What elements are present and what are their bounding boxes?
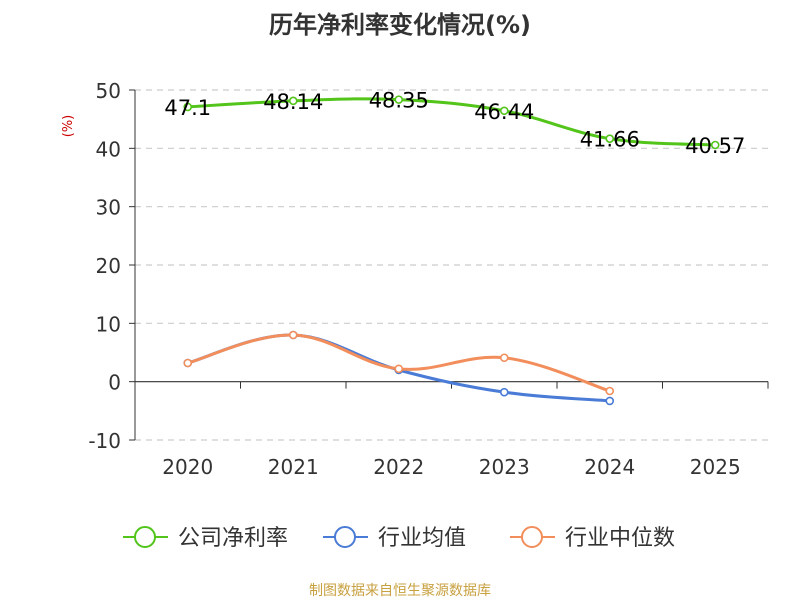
x-tick-label: 2022 — [373, 455, 424, 479]
series-point-0[interactable] — [605, 134, 615, 143]
series-point-0[interactable] — [394, 95, 404, 104]
legend-marker-2[interactable] — [521, 526, 543, 548]
legend-marker-0[interactable] — [134, 526, 156, 548]
series-point-2[interactable] — [394, 364, 404, 374]
series-point-0[interactable] — [288, 96, 298, 106]
series-point-2[interactable] — [605, 386, 615, 396]
series-point-2[interactable] — [183, 358, 193, 368]
series-point-0[interactable] — [710, 140, 720, 150]
series-line-0 — [187, 97, 716, 147]
y-axis-label: (%) — [61, 115, 76, 138]
axis-layer: -10 0 10 20 30 40 50 2020 2021 2022 2023 2024 2025 — [88, 79, 769, 479]
data-label: 41.66 — [580, 128, 640, 152]
legend-marker-1[interactable] — [334, 526, 356, 548]
x-tick-label: 2021 — [268, 455, 319, 479]
y-tick-label: 10 — [96, 312, 121, 336]
y-tick-label: 0 — [108, 371, 121, 395]
legend-label-0[interactable]: 公司净利率 — [178, 526, 288, 551]
x-tick-label: 2025 — [690, 455, 741, 479]
series-line-2 — [187, 333, 611, 393]
y-tick-label: 30 — [96, 196, 121, 220]
data-label: 48.14 — [263, 90, 323, 114]
data-label: 46.44 — [474, 100, 534, 124]
y-tick-label: 20 — [96, 254, 121, 278]
y-tick-label: 50 — [96, 79, 121, 103]
data-label-layer: 47.1 48.14 48.35 46.44 41.66 40.57 — [164, 89, 745, 158]
series-point-1[interactable] — [499, 387, 509, 397]
x-tick-label: 2020 — [162, 455, 213, 479]
x-tick-label: 2024 — [584, 455, 635, 479]
series-point-0[interactable] — [499, 106, 509, 116]
series-point-2[interactable] — [288, 330, 298, 340]
legend[interactable]: 公司净利率 行业均值 行业中位数 — [123, 526, 675, 551]
y-tick-label: -10 — [88, 429, 121, 453]
legend-label-1[interactable]: 行业均值 — [378, 526, 466, 551]
x-tick-label: 2023 — [479, 455, 530, 479]
data-label: 40.57 — [685, 134, 745, 158]
source-note: 制图数据来自恒生聚源数据库 — [309, 583, 491, 599]
chart-title: 历年净利率变化情况(%) — [269, 11, 531, 39]
data-label: 48.35 — [369, 89, 429, 113]
series-point-1[interactable] — [605, 396, 615, 406]
series-point-0[interactable] — [183, 102, 193, 112]
y-tick-label: 40 — [96, 137, 121, 161]
data-label: 47.1 — [164, 96, 211, 120]
series-layer — [183, 95, 720, 406]
legend-label-2[interactable]: 行业中位数 — [565, 526, 675, 551]
series-point-2[interactable] — [499, 353, 509, 363]
